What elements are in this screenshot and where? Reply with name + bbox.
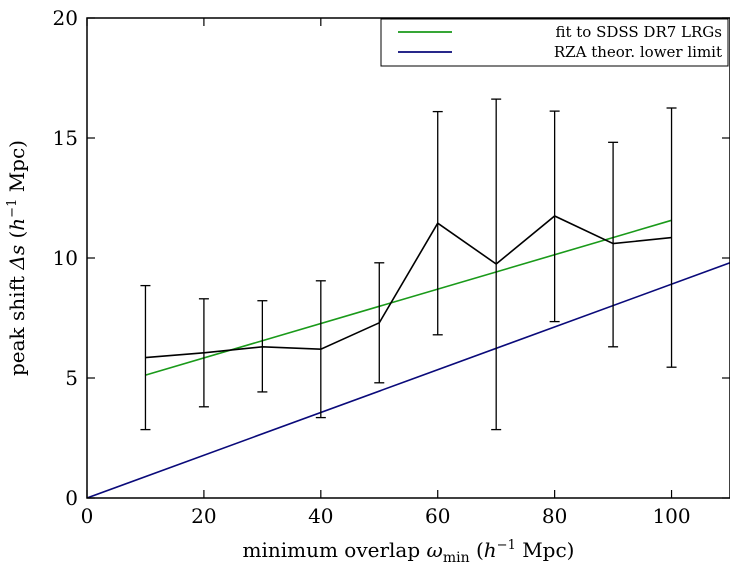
x-tick-label: 0 xyxy=(81,504,94,528)
x-axis-label: minimum overlap ωmin (h−1 Mpc) xyxy=(242,538,574,566)
legend-entry: RZA theor. lower limit xyxy=(554,43,722,61)
legend-box xyxy=(380,18,729,67)
plot-frame xyxy=(86,17,730,499)
y-axis-label: peak shift Δs (h−1 Mpc) xyxy=(5,140,29,376)
y-tick-label: 15 xyxy=(53,126,78,150)
legend: fit to SDSS DR7 LRGs RZA theor. lower lim… xyxy=(380,18,729,67)
x-tick-label: 20 xyxy=(191,504,216,528)
plot-content xyxy=(87,98,730,498)
series-group xyxy=(87,98,730,498)
axis-ticks: 0 20 40 60 80 100 0 5 10 15 20 xyxy=(53,6,730,528)
fit-line xyxy=(145,219,672,376)
y-tick-label: 5 xyxy=(65,366,78,390)
legend-entry: fit to SDSS DR7 LRGs xyxy=(555,23,722,41)
x-tick-label: 60 xyxy=(425,504,450,528)
y-tick-label: 10 xyxy=(53,246,78,270)
x-tick-label: 40 xyxy=(308,504,333,528)
x-tick-label: 80 xyxy=(542,504,567,528)
measurement-line xyxy=(145,215,672,359)
x-tick-label: 100 xyxy=(652,504,690,528)
y-tick-label: 20 xyxy=(53,6,78,30)
y-tick-label: 0 xyxy=(65,486,78,510)
rza-limit-line xyxy=(87,262,730,498)
